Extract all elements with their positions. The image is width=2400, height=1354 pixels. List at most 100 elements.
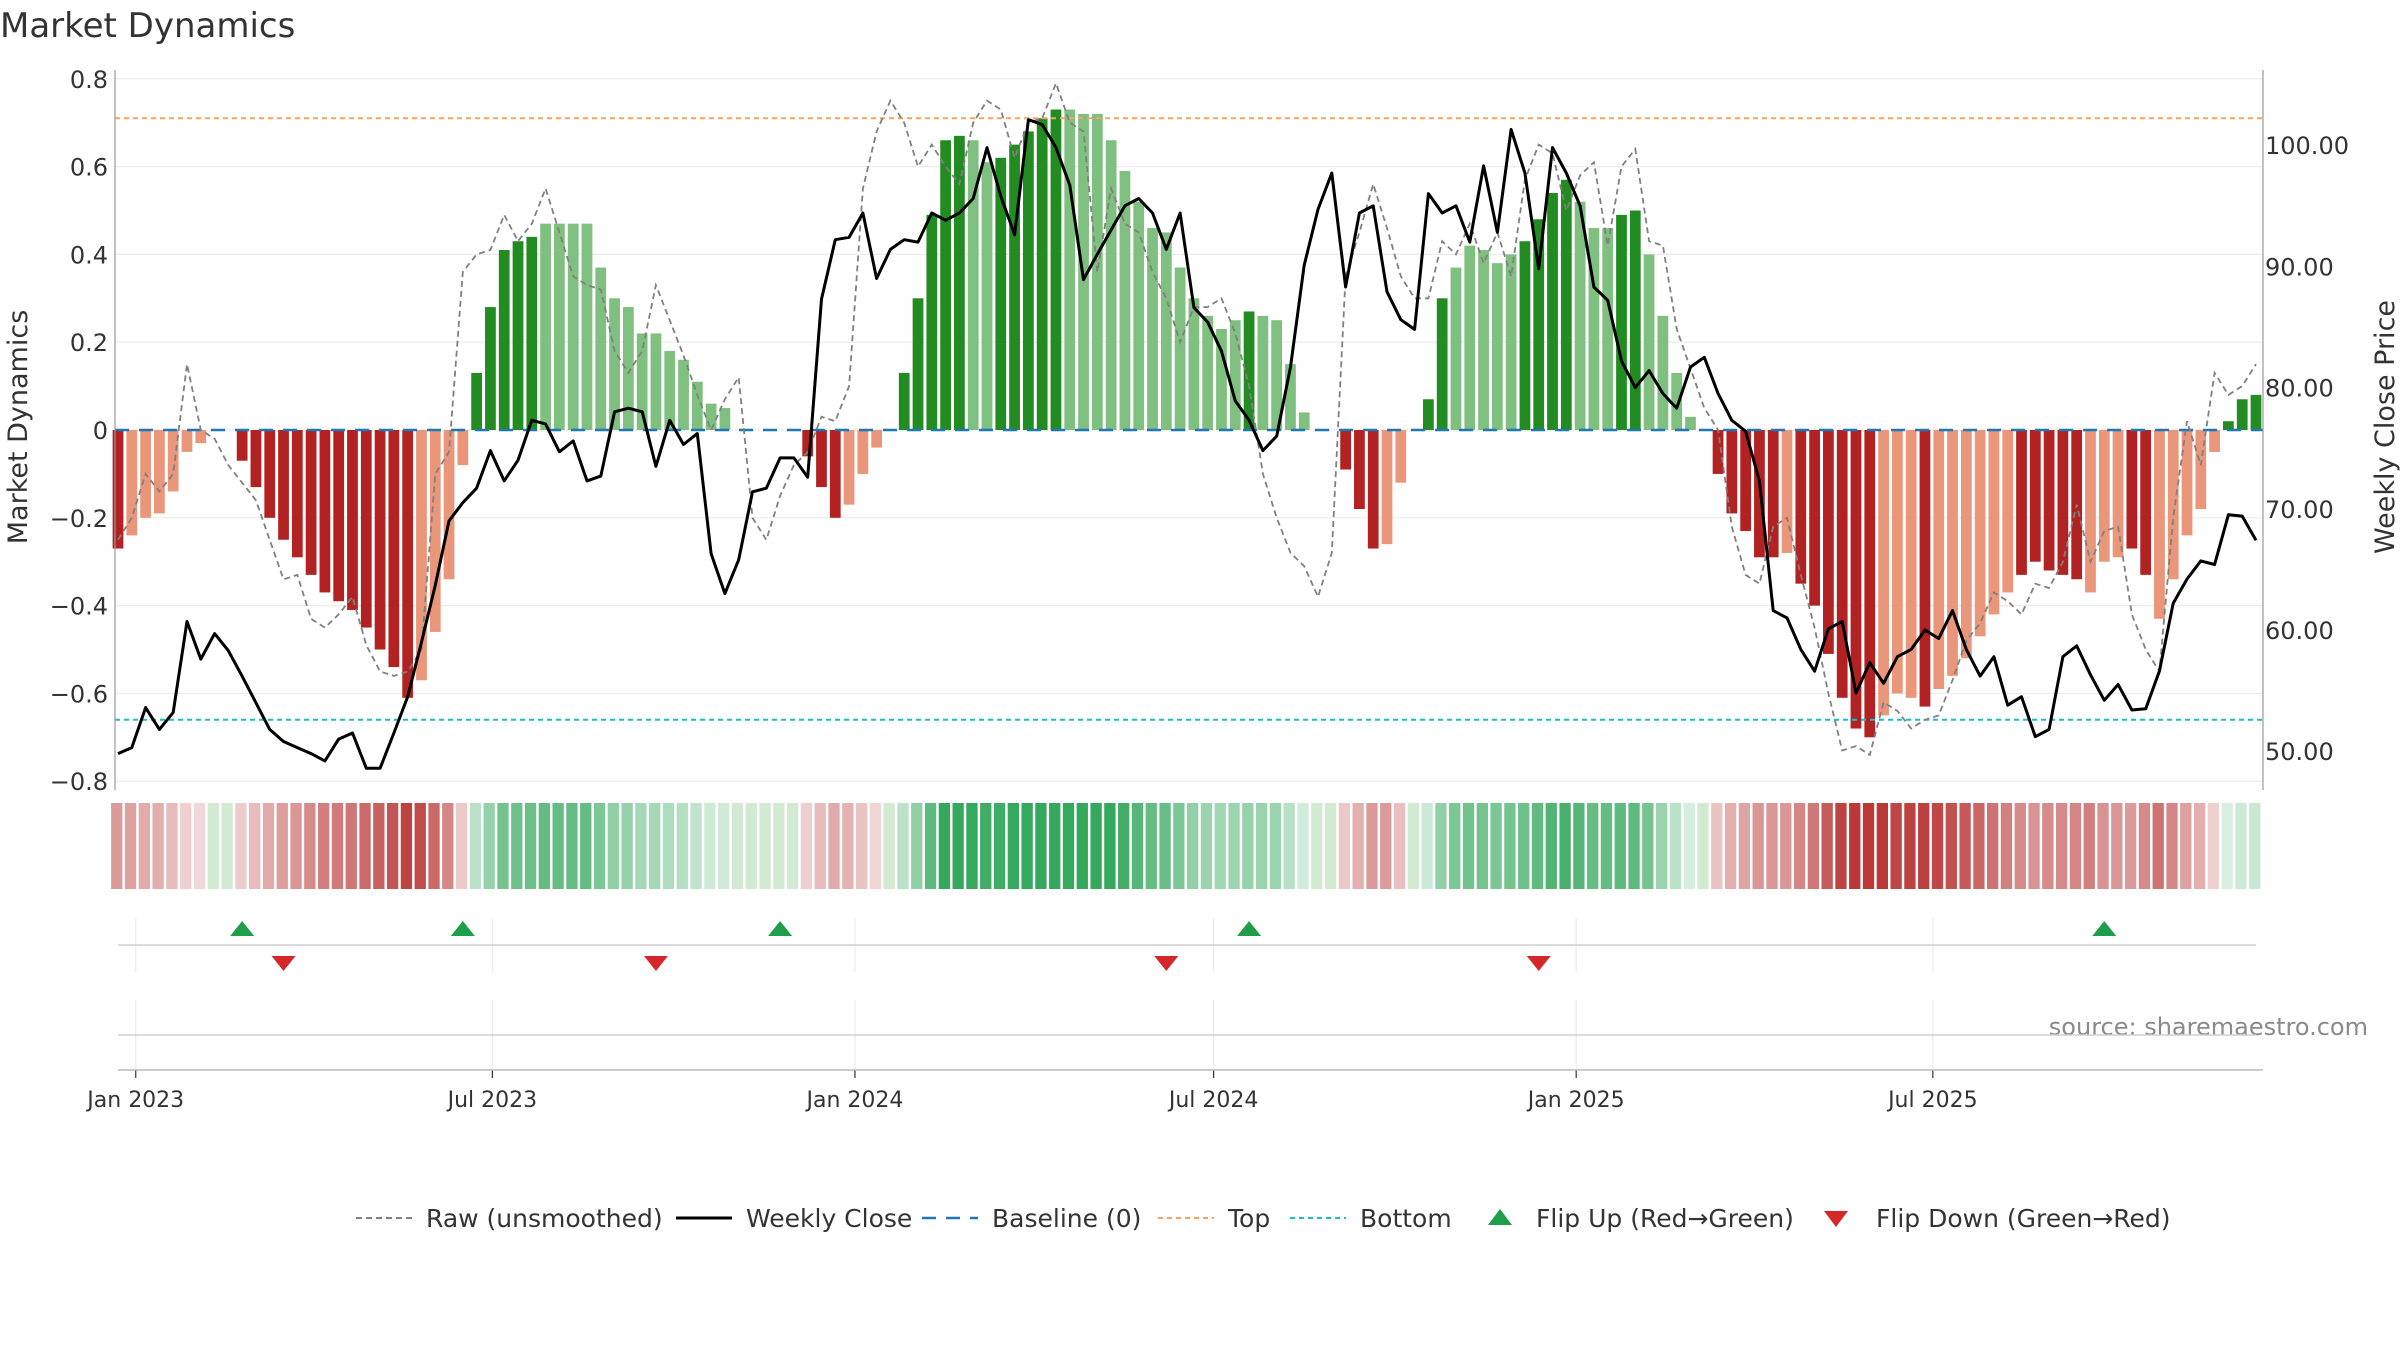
momentum-bar <box>1878 430 1889 716</box>
heat-cell <box>1918 803 1930 889</box>
momentum-bar <box>167 430 179 492</box>
heat-cell <box>2235 803 2247 889</box>
momentum-bar <box>1381 430 1393 545</box>
heat-cell <box>649 803 661 889</box>
momentum-bar <box>664 350 676 430</box>
momentum-bar <box>1050 109 1062 430</box>
heat-cell <box>1145 803 1157 889</box>
momentum-bar <box>954 135 965 431</box>
momentum-bar <box>443 430 455 580</box>
momentum-bar <box>1740 430 1752 531</box>
heat-cell <box>331 803 344 889</box>
heat-cell <box>1821 803 1833 889</box>
momentum-bar <box>112 430 124 549</box>
momentum-bar <box>2098 430 2110 562</box>
momentum-bar <box>981 162 993 430</box>
heat-cell <box>2069 803 2082 889</box>
momentum-bar <box>829 430 841 518</box>
heat-cell <box>1780 803 1792 889</box>
momentum-bar <box>678 359 689 430</box>
legend-item: Flip Down (Green→Red) <box>1824 1204 2171 1233</box>
x-tick-label: Jul 2025 <box>1886 1088 1978 1113</box>
momentum-bar <box>567 223 579 430</box>
heat-cell <box>2124 803 2137 889</box>
momentum-bar <box>291 430 303 558</box>
momentum-bar <box>1602 228 1614 430</box>
heat-cell <box>1187 803 1199 889</box>
heat-cell <box>2055 803 2068 889</box>
momentum-bar <box>1947 430 1958 676</box>
heat-cell <box>1214 803 1226 889</box>
momentum-bar <box>471 372 483 430</box>
left-tick-label: −0.2 <box>50 505 108 533</box>
momentum-bar <box>278 430 289 540</box>
momentum-bar <box>1685 416 1696 430</box>
momentum-bar <box>1643 254 1655 430</box>
heat-cell <box>1835 803 1847 889</box>
heat-cell <box>1655 803 1668 889</box>
heat-cell <box>483 803 495 889</box>
left-tick-label: 0.2 <box>70 329 108 357</box>
source-credit: source: sharemaestro.com <box>2049 1013 2368 1041</box>
heat-cell <box>897 803 909 889</box>
heat-cell <box>1118 803 1130 889</box>
momentum-bar <box>374 430 386 650</box>
momentum-bar <box>1202 315 1214 430</box>
heat-cell <box>855 803 868 889</box>
momentum-bar <box>1519 241 1531 430</box>
flip-markers <box>230 921 2117 971</box>
heat-cell <box>124 803 137 889</box>
heat-cell <box>207 803 219 889</box>
heat-cell <box>993 803 1006 889</box>
momentum-bar <box>595 267 607 430</box>
flip-down-marker <box>1526 956 1551 971</box>
momentum-bar <box>1257 315 1269 430</box>
momentum-bar <box>719 408 731 430</box>
heat-cell <box>1697 803 1709 889</box>
momentum-bar <box>1850 430 1862 729</box>
momentum-bars <box>112 109 2262 738</box>
regime-heatmap-strip <box>111 803 2261 889</box>
legend-swatch-flip-down <box>1824 1211 1848 1227</box>
left-tick-label: 0.8 <box>70 66 108 94</box>
momentum-bar <box>1105 140 1117 430</box>
heat-cell <box>786 803 799 889</box>
heat-cell <box>1173 803 1185 889</box>
momentum-bar <box>1657 315 1669 430</box>
heat-cell <box>524 803 537 889</box>
momentum-bar <box>691 381 703 430</box>
heat-cell <box>2000 803 2013 889</box>
heat-cell <box>2111 803 2123 889</box>
heat-cell <box>1035 803 1047 889</box>
heat-cell <box>221 803 233 889</box>
heat-cell <box>1752 803 1764 889</box>
momentum-bar <box>1340 430 1352 470</box>
momentum-bar <box>1781 430 1793 553</box>
heat-cell <box>1876 803 1888 889</box>
legend-item: Weekly Close <box>676 1204 912 1233</box>
heat-cell <box>1159 803 1171 889</box>
momentum-bar <box>512 241 524 430</box>
momentum-bar <box>1988 430 2000 615</box>
heat-cell <box>111 803 123 889</box>
heat-cell <box>166 803 178 889</box>
heat-cell <box>1600 803 1613 889</box>
heat-cell <box>2042 803 2054 889</box>
heat-cell <box>1200 803 1213 889</box>
momentum-bar <box>1423 399 1434 430</box>
momentum-bar <box>1036 118 1048 430</box>
momentum-bar <box>305 430 317 575</box>
heat-cell <box>1711 803 1723 889</box>
heat-cell <box>1449 803 1461 889</box>
x-tick-label: Jan 2023 <box>85 1088 184 1113</box>
legend-item: Baseline (0) <box>922 1204 1141 1233</box>
legend: Raw (unsmoothed) Weekly Close Baseline (0)… <box>356 1204 2171 1233</box>
heat-cell <box>1490 803 1502 889</box>
legend-label: Raw (unsmoothed) <box>426 1204 663 1233</box>
momentum-bar <box>650 333 662 430</box>
momentum-bar <box>1712 430 1724 474</box>
momentum-bar <box>2223 421 2234 430</box>
legend-label: Bottom <box>1360 1204 1452 1233</box>
heat-cell <box>869 803 882 889</box>
heat-cell <box>1545 803 1557 889</box>
